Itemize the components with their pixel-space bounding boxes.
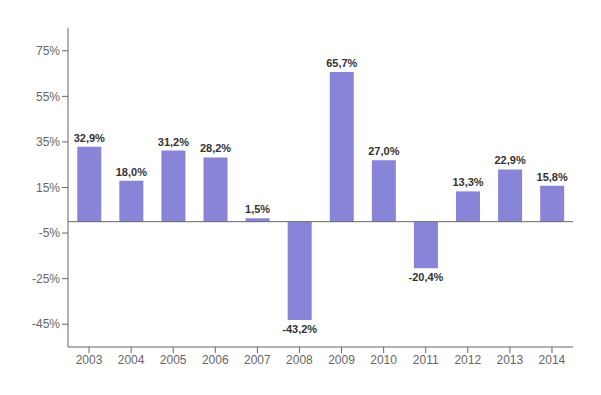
svg-text:2007: 2007 [244,353,271,367]
svg-text:-25%: -25% [32,272,60,286]
svg-text:2014: 2014 [539,353,566,367]
svg-text:-43,2%: -43,2% [282,323,317,335]
svg-text:35%: 35% [36,135,60,149]
svg-text:2011: 2011 [413,353,439,367]
svg-text:15%: 15% [36,181,60,195]
svg-text:27,0%: 27,0% [368,145,399,157]
svg-text:-5%: -5% [39,226,61,240]
svg-text:55%: 55% [36,90,60,104]
svg-text:2008: 2008 [286,353,313,367]
svg-text:1,5%: 1,5% [245,203,270,215]
svg-text:2013: 2013 [497,353,524,367]
svg-text:2012: 2012 [454,353,481,367]
svg-text:2004: 2004 [118,353,145,367]
svg-text:2009: 2009 [328,353,355,367]
svg-text:-20,4%: -20,4% [408,271,443,283]
svg-text:2006: 2006 [202,353,229,367]
svg-text:13,3%: 13,3% [452,176,483,188]
svg-text:-45%: -45% [32,317,60,331]
svg-text:18,0%: 18,0% [116,166,147,178]
svg-text:2003: 2003 [76,353,103,367]
svg-text:28,2%: 28,2% [200,142,231,154]
svg-text:22,9%: 22,9% [494,154,525,166]
svg-text:2005: 2005 [160,353,187,367]
svg-text:75%: 75% [36,44,60,58]
svg-text:31,2%: 31,2% [158,136,189,148]
svg-text:15,8%: 15,8% [537,171,568,183]
svg-text:2010: 2010 [370,353,397,367]
svg-text:65,7%: 65,7% [326,57,357,69]
svg-text:32,9%: 32,9% [74,132,105,144]
